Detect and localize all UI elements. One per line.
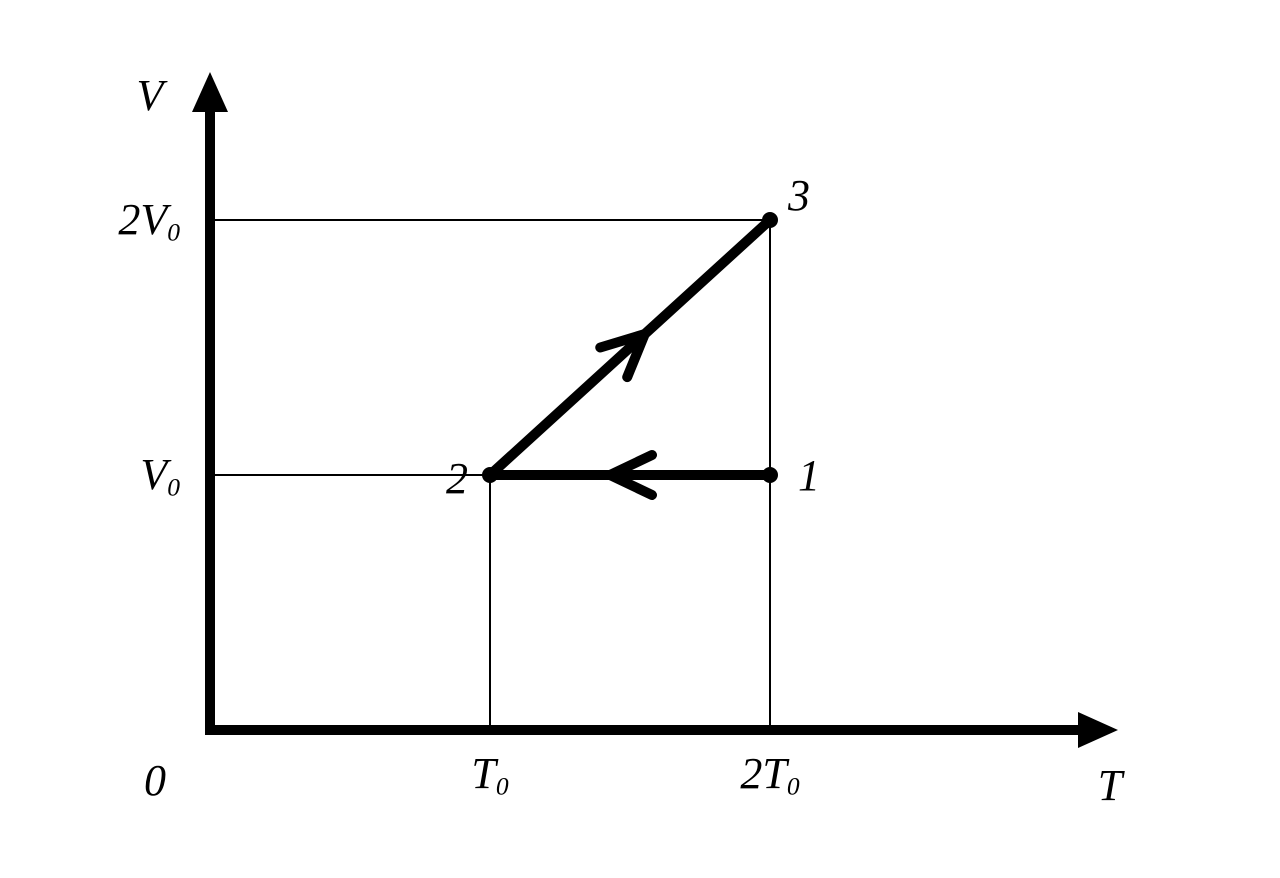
state-point — [762, 467, 778, 483]
origin-label: 0 — [144, 756, 166, 805]
state-point — [482, 467, 498, 483]
point-label-2: 2 — [446, 454, 468, 503]
point-label-1: 1 — [798, 451, 820, 500]
x-axis-label: T — [1098, 761, 1126, 810]
point-label-3: 3 — [787, 171, 810, 220]
vt-diagram: VT0V02V0T02T0123 — [0, 0, 1280, 878]
state-point — [762, 212, 778, 228]
